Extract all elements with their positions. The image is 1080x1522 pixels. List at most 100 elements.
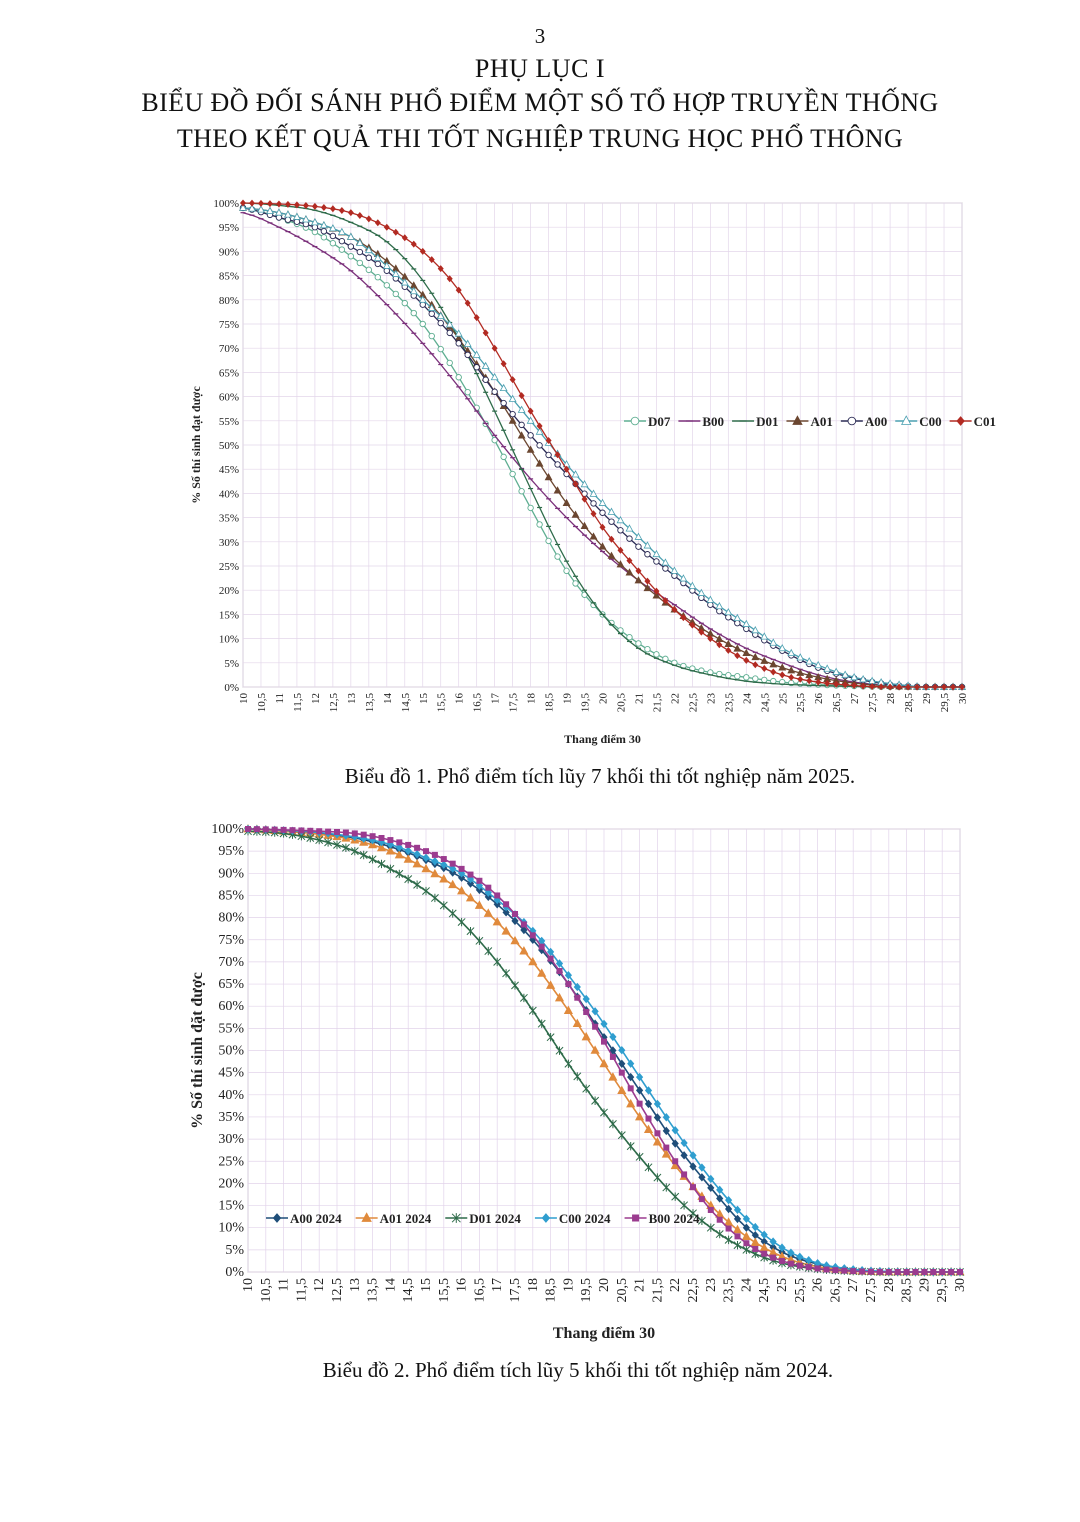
data-point xyxy=(437,319,444,327)
legend-marker xyxy=(847,416,857,426)
data-point xyxy=(959,683,965,691)
legend-marker xyxy=(541,1213,551,1223)
x-tick-label: 12,5 xyxy=(328,693,340,713)
data-point xyxy=(592,1023,599,1030)
data-point xyxy=(643,1124,654,1134)
data-point xyxy=(688,581,697,589)
data-point xyxy=(733,1240,742,1250)
x-tick-label: 19,5 xyxy=(580,693,592,713)
data-point xyxy=(544,473,553,481)
data-point xyxy=(716,1216,723,1223)
data-point xyxy=(751,625,760,634)
data-point xyxy=(627,1059,635,1068)
data-point xyxy=(590,510,597,518)
data-point xyxy=(547,947,555,957)
data-point xyxy=(350,846,359,856)
y-tick-label: 65% xyxy=(218,977,244,992)
data-point xyxy=(329,240,337,247)
y-tick-label: 90% xyxy=(218,866,244,881)
data-point xyxy=(761,1250,768,1257)
y-tick-label: 30% xyxy=(218,1132,244,1147)
data-point xyxy=(697,588,706,596)
data-point xyxy=(320,234,328,241)
data-point xyxy=(698,628,705,636)
y-tick-label: 75% xyxy=(218,933,244,948)
x-tick-label: 26,5 xyxy=(831,693,843,713)
data-point xyxy=(778,643,787,652)
data-point xyxy=(508,394,517,402)
data-point xyxy=(583,1009,590,1016)
data-point xyxy=(394,849,404,859)
data-point xyxy=(430,868,440,878)
legend-entry: C01 xyxy=(974,414,996,429)
data-point xyxy=(239,203,247,211)
data-point xyxy=(698,1196,705,1203)
data-point xyxy=(600,1108,608,1117)
x-tick-label: 29 xyxy=(917,1278,932,1292)
x-tick-label: 23,5 xyxy=(723,693,735,713)
data-point xyxy=(463,339,472,347)
data-point xyxy=(805,1264,812,1271)
x-tick-label: 27,5 xyxy=(867,693,879,713)
data-point xyxy=(743,656,750,664)
data-point xyxy=(796,668,805,676)
data-point xyxy=(851,682,858,690)
data-point xyxy=(493,900,501,909)
data-point xyxy=(643,541,652,549)
data-point xyxy=(427,303,436,311)
data-point xyxy=(248,199,255,207)
data-point xyxy=(520,925,528,935)
data-point xyxy=(905,683,912,691)
data-point xyxy=(510,935,520,945)
data-point xyxy=(571,510,580,518)
data-point xyxy=(248,204,256,212)
data-point xyxy=(743,1240,750,1247)
data-point xyxy=(431,851,438,858)
y-tick-label: 50% xyxy=(219,440,239,452)
data-point xyxy=(652,549,661,558)
data-point xyxy=(431,857,439,866)
data-point xyxy=(511,981,519,990)
y-tick-label: 15% xyxy=(218,1199,244,1214)
data-point xyxy=(368,855,377,864)
data-point xyxy=(428,256,435,264)
data-point xyxy=(626,1141,635,1151)
data-point xyxy=(769,660,778,668)
data-point xyxy=(653,1113,661,1122)
data-point xyxy=(733,1214,742,1224)
data-point xyxy=(653,587,660,595)
y-tick-label: 95% xyxy=(219,222,239,234)
data-point xyxy=(511,916,519,926)
data-point xyxy=(564,970,572,980)
data-point xyxy=(383,282,390,289)
x-tick-label: 15 xyxy=(418,693,430,705)
data-point xyxy=(418,295,427,303)
x-tick-label: 12 xyxy=(310,693,322,704)
x-tick-label: 18 xyxy=(526,1278,541,1292)
page-number: 3 xyxy=(534,24,546,48)
y-tick-label: 60% xyxy=(218,999,244,1014)
data-point xyxy=(563,567,570,575)
data-point xyxy=(636,1086,644,1095)
data-point xyxy=(734,652,741,660)
data-point xyxy=(635,1111,645,1121)
data-point xyxy=(618,1059,626,1068)
data-point xyxy=(503,901,510,908)
data-point xyxy=(564,1059,573,1068)
data-point xyxy=(519,993,528,1003)
data-point xyxy=(923,683,930,691)
data-point xyxy=(466,879,475,888)
x-tick-label: 24 xyxy=(741,693,753,705)
data-point xyxy=(878,683,885,691)
x-axis-label: Thang điểm 30 xyxy=(564,732,641,746)
data-point xyxy=(437,345,444,353)
data-point xyxy=(635,567,642,575)
data-point xyxy=(454,329,463,337)
series-c00 xyxy=(239,203,966,690)
data-point xyxy=(716,1185,724,1195)
x-tick-label: 24 xyxy=(739,1278,754,1292)
data-point xyxy=(761,665,768,673)
data-point xyxy=(833,680,840,688)
x-tick-label: 10,5 xyxy=(259,1278,274,1303)
data-point xyxy=(528,956,538,966)
